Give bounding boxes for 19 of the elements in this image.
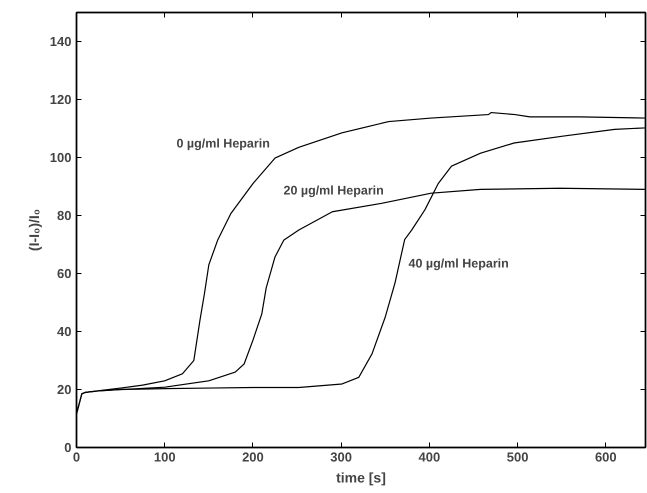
x-tick-label: 600 [594, 450, 617, 464]
y-tick-label: 20 [57, 382, 72, 397]
y-tick-label: 80 [57, 208, 72, 223]
x-axis-title: time [s] [336, 470, 386, 486]
y-tick-label: 120 [50, 92, 72, 107]
y-tick-label: 40 [57, 324, 72, 339]
y-tick-label: 140 [50, 34, 72, 49]
x-tick-label: 300 [330, 450, 352, 464]
annotation: 20 µg/ml Heparin [284, 184, 384, 198]
x-tick-label: 500 [506, 450, 528, 464]
x-tick-label: 200 [242, 450, 264, 464]
y-tick-label: 60 [57, 266, 72, 281]
y-tick-label: 100 [50, 150, 72, 165]
x-tick-label: 100 [154, 450, 176, 464]
y-tick-label: 0 [64, 440, 72, 455]
x-tick-label: 400 [418, 450, 440, 464]
annotation: 40 µg/ml Heparin [408, 256, 509, 270]
annotation: 0 µg/ml Heparin [176, 136, 270, 150]
y-axis-title: (I-I₀)/I₀ [26, 208, 42, 252]
